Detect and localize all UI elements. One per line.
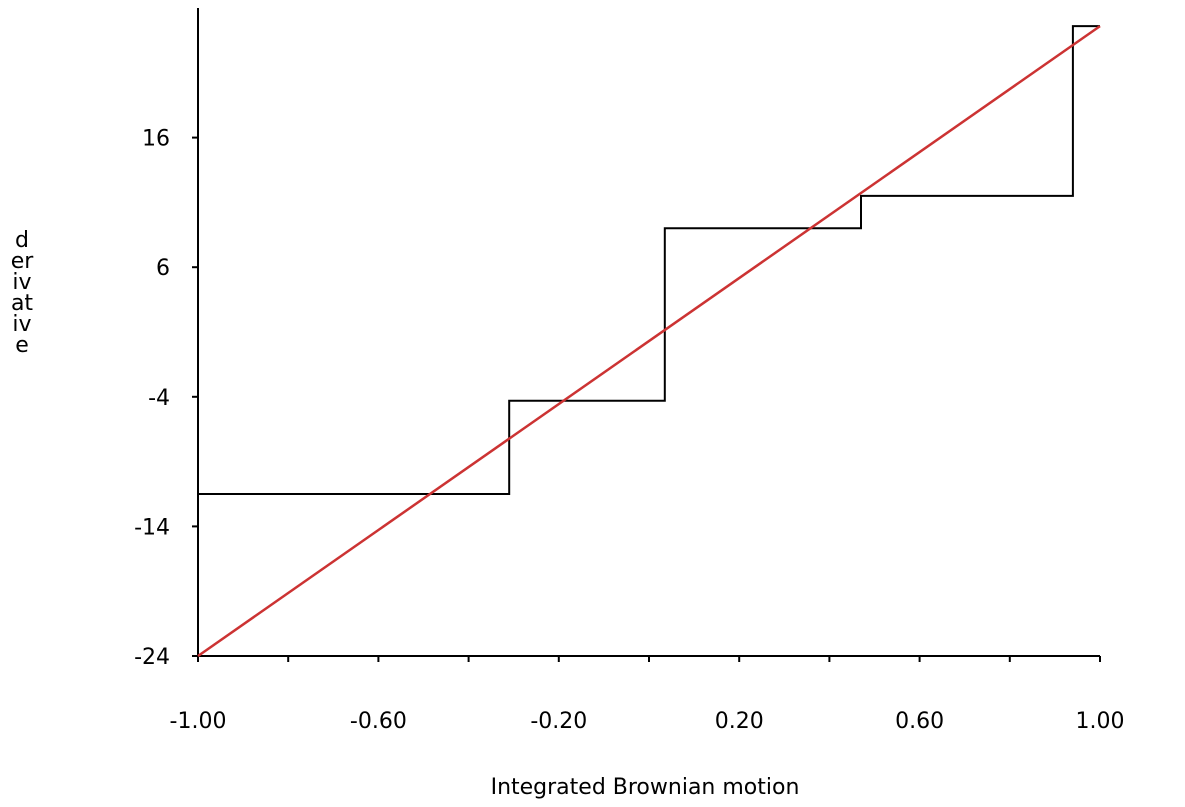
y-tick-label: 16 xyxy=(142,127,170,152)
x-tick-label: -1.00 xyxy=(170,709,227,734)
x-tick-label: 0.20 xyxy=(715,709,764,734)
y-tick-label: 6 xyxy=(156,256,170,281)
step-series-line xyxy=(197,25,1100,656)
x-tick-label: 0.60 xyxy=(895,709,944,734)
linear-series-line xyxy=(197,25,1101,658)
y-axis-title: derivative xyxy=(10,228,34,358)
axes xyxy=(197,8,1100,657)
x-tick-label: 1.00 xyxy=(1076,709,1125,734)
series-layer xyxy=(197,25,1101,658)
x-ticks: -1.00 -0.60 -0.20 0.20 0.60 1.00 xyxy=(170,656,1125,734)
x-tick-label: -0.60 xyxy=(350,709,407,734)
y-tick-label: -4 xyxy=(148,386,170,411)
y-tick-label: -14 xyxy=(134,515,170,540)
x-tick-label: -0.20 xyxy=(530,709,587,734)
y-ticks: -24 -14 -4 6 16 xyxy=(134,127,198,670)
x-axis-title: Integrated Brownian motion xyxy=(491,775,800,800)
y-tick-label: -24 xyxy=(134,645,170,670)
